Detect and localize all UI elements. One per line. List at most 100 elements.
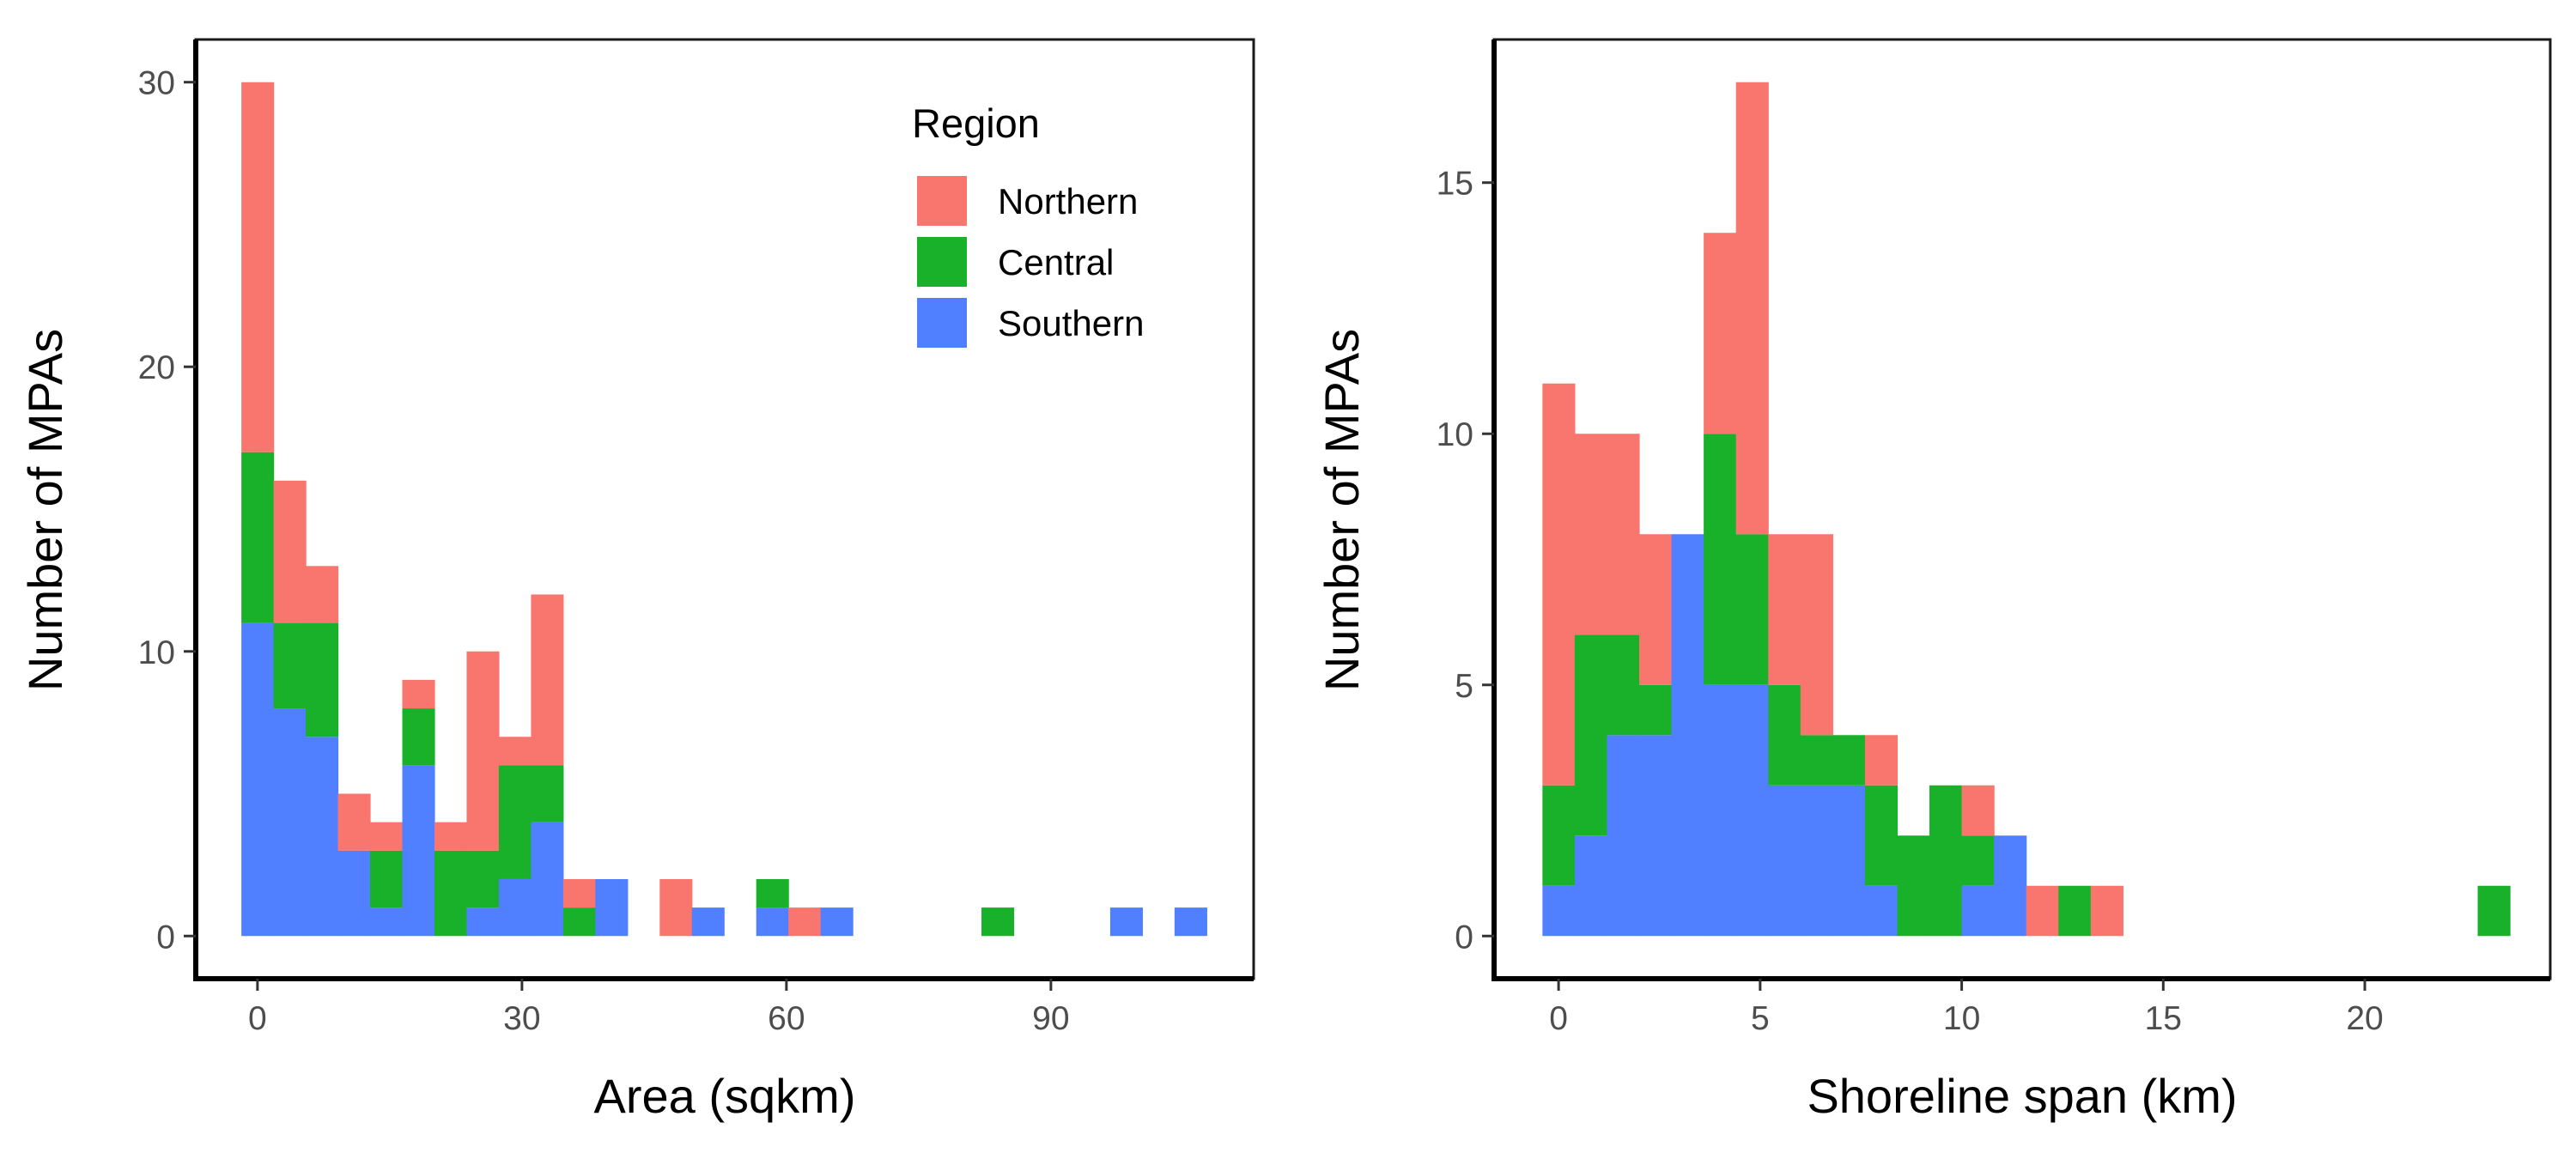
panel1-bar-southern xyxy=(595,878,629,937)
panel2-bar-northern xyxy=(1800,534,1833,736)
panel2-bar-southern xyxy=(1832,785,1866,937)
panel2-bar-northern xyxy=(2090,885,2123,937)
panel2-bar-central xyxy=(1897,835,1930,937)
legend-label-central: Central xyxy=(998,242,1114,282)
panel1-x-axis-title: Area (sqkm) xyxy=(594,1069,856,1123)
panel1-bar-northern xyxy=(562,878,596,908)
panel1-bar-northern xyxy=(788,907,822,937)
panel1-x-tick-label: 30 xyxy=(503,1000,540,1037)
panel1-y-tick-label: 0 xyxy=(156,919,175,956)
panel1-bar-southern xyxy=(531,822,564,937)
legend-label-northern: Northern xyxy=(998,181,1138,221)
panel1-bar-central xyxy=(562,907,596,937)
panel2-y-axis-title: Number of MPAs xyxy=(1315,329,1369,691)
panel1-bar-northern xyxy=(434,822,468,851)
legend-swatch-central xyxy=(917,237,967,287)
panel1-bar-southern xyxy=(402,765,435,937)
panel1-bar-southern xyxy=(273,708,307,937)
panel1-bar-central xyxy=(402,708,435,766)
panel1-bar-central xyxy=(498,765,532,879)
panel1-y-tick-label: 30 xyxy=(138,65,175,102)
panel2-bar-southern xyxy=(1961,885,1995,937)
panel2-bar-northern xyxy=(1864,735,1899,786)
panel2-bar-northern xyxy=(1607,434,1640,635)
panel2-bar-northern xyxy=(1639,534,1673,685)
panel2-bar-central xyxy=(1639,684,1673,736)
panel1-bar-southern xyxy=(756,907,789,937)
panel2-bar-southern xyxy=(1639,735,1673,937)
panel2-y-tick-label: 15 xyxy=(1437,166,1473,203)
panel1-plot-frame xyxy=(194,38,1255,980)
panel2-bar-southern xyxy=(1768,785,1801,937)
panel1-bar-central xyxy=(306,622,339,737)
panel2-bar-central xyxy=(1832,735,1866,786)
panel1-bar-northern xyxy=(273,480,307,623)
panel2-bar-central xyxy=(2058,885,2092,937)
panel2-bar-northern xyxy=(1768,534,1801,685)
panel2-x-axis-title: Shoreline span (km) xyxy=(1807,1069,2237,1123)
panel1-bar-northern xyxy=(498,737,532,766)
panel1-x-tick-label: 60 xyxy=(768,1000,805,1037)
area-histogram-panel: 0 30 60 90 0 10 20 30 Area (sqkm) Number of MPAs xyxy=(18,38,1255,1123)
panel1-bar-central xyxy=(273,622,307,709)
panel1-bar-central xyxy=(434,850,468,937)
panel2-bar-southern xyxy=(1800,785,1833,937)
panel2-bar-central xyxy=(1704,434,1737,685)
panel1-bar-central xyxy=(370,850,404,908)
panel2-y-tick-label: 10 xyxy=(1437,416,1473,453)
panel1-bar-southern xyxy=(498,878,532,937)
panel2-bar-central xyxy=(1929,785,1963,937)
legend-label-southern: Southern xyxy=(998,303,1144,343)
panel2-bar-southern xyxy=(1607,735,1640,937)
panel2-bar-southern xyxy=(1574,835,1608,937)
panel1-bar-southern xyxy=(370,907,404,937)
panel1-bar-northern xyxy=(531,594,564,766)
shoreline-histogram-panel: 0 5 10 15 20 0 5 10 15 Shoreline span (km) Number … xyxy=(1315,38,2552,1123)
panel1-bar-northern xyxy=(306,566,339,623)
panel2-bar-northern xyxy=(1735,82,1769,535)
panel1-bar-southern xyxy=(691,907,725,937)
panel2-bar-central xyxy=(1768,684,1801,786)
panel2-bar-southern xyxy=(1542,885,1576,937)
panel1-bar-central xyxy=(241,452,275,623)
legend-title: Region xyxy=(912,100,1040,146)
panel2-bar-southern xyxy=(1704,684,1737,937)
panel1-bar-northern xyxy=(466,651,500,851)
panel1-bar-southern xyxy=(241,622,275,937)
panel1-bar-central xyxy=(756,878,789,908)
panel1-bar-northern xyxy=(659,878,693,937)
region-legend: Region Northern Central Southern xyxy=(912,100,1144,348)
panel1-y-tick-label: 10 xyxy=(138,634,175,671)
panel2-bar-northern xyxy=(1704,233,1737,434)
panel2-x-tick-label: 10 xyxy=(1943,1000,1980,1037)
panel2-bar-southern xyxy=(1735,684,1769,937)
panel2-bar-central xyxy=(1800,735,1833,786)
panel2-bar-southern xyxy=(1994,835,2027,937)
panel2-bar-central xyxy=(1735,534,1769,685)
panel2-x-tick-label: 5 xyxy=(1751,1000,1770,1037)
panel1-bar-southern xyxy=(466,907,500,937)
panel1-bar-central xyxy=(981,907,1015,937)
panel2-y-tick-label: 0 xyxy=(1455,919,1473,956)
panel1-bar-northern xyxy=(241,82,275,452)
panel2-bar-northern xyxy=(1542,383,1576,786)
panel2-bar-northern xyxy=(1574,434,1608,635)
panel1-bar-southern xyxy=(337,850,371,937)
panel1-y-axis-title: Number of MPAs xyxy=(18,329,72,691)
panel1-bar-northern xyxy=(337,793,371,851)
panel2-x-tick-label: 20 xyxy=(2346,1000,2383,1037)
panel1-x-tick-label: 90 xyxy=(1032,1000,1069,1037)
panel2-bar-southern xyxy=(1864,885,1899,937)
panel2-bar-northern xyxy=(2026,885,2059,937)
panel2-bar-southern xyxy=(1671,534,1704,937)
panel2-bar-central xyxy=(1607,634,1640,736)
panel1-bar-central xyxy=(466,850,500,908)
panel1-x-tick-label: 0 xyxy=(248,1000,267,1037)
legend-swatch-northern xyxy=(917,176,967,226)
panel2-x-tick-label: 15 xyxy=(2145,1000,2182,1037)
panel2-bar-central xyxy=(1961,835,1995,886)
panel1-bar-central xyxy=(531,765,564,822)
panel2-bar-central xyxy=(1574,634,1608,836)
panel2-bar-northern xyxy=(1961,785,1995,836)
